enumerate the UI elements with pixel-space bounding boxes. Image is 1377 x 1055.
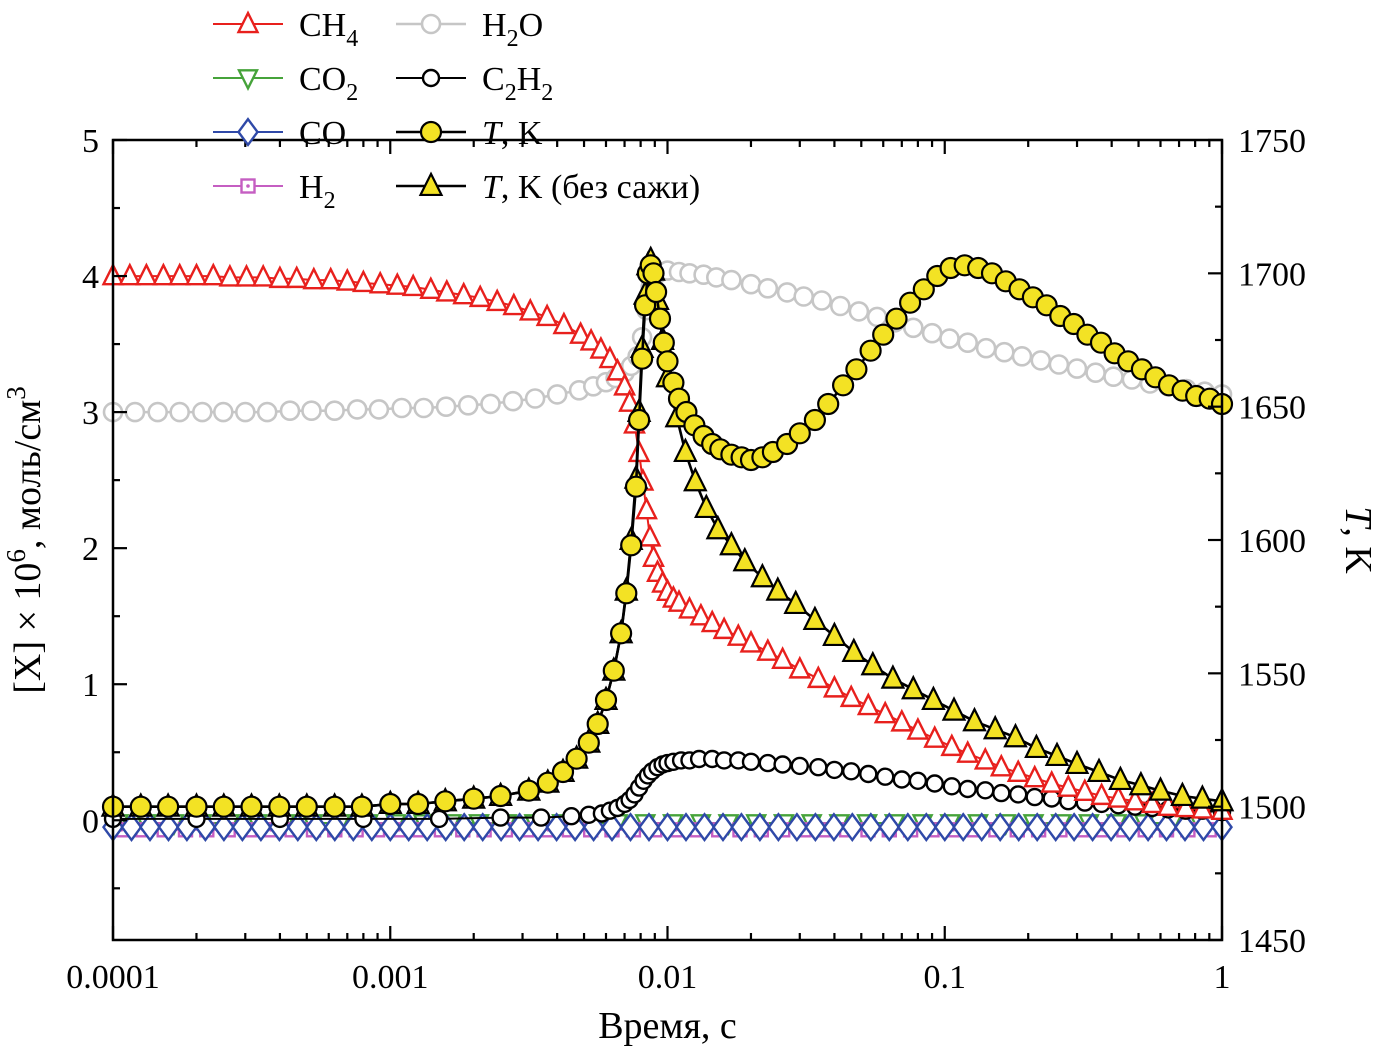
legend-label-h2: H2: [299, 169, 336, 214]
legend-label-c2h2: C2H2: [482, 61, 553, 106]
legend-item-h2: H2: [213, 169, 336, 214]
legend-label-h2o: H2O: [482, 7, 543, 52]
y-left-tick-label: 0: [82, 803, 99, 840]
series-t1: [101, 254, 1234, 818]
legend-item-ch4: CH4: [213, 7, 358, 52]
plot-area: [100, 245, 1235, 842]
y-left-axis-label: [X] × 106, моль/см3: [1, 386, 49, 694]
y-right-tick-label: 1700: [1238, 256, 1306, 293]
legend-item-c2h2: C2H2: [396, 61, 553, 106]
x-axis-label: Время, с: [598, 1005, 737, 1047]
y-right-tick-label: 1500: [1238, 790, 1306, 827]
x-tick-label: 1: [1214, 959, 1231, 996]
legend-item-t2: T, K (без сажи): [396, 169, 700, 206]
legend-label-t1: T, K: [482, 115, 543, 152]
y-right-axis-label: T, K: [1337, 506, 1377, 574]
x-tick-label: 0.0001: [66, 959, 160, 996]
y-right-tick-label: 1450: [1238, 923, 1306, 960]
axes: 0.0001 0.001 0.01 0.1 1 0 1 2 3 4 5 1450 1500 1550 160…: [66, 123, 1306, 996]
legend: CH4 CO2 CO H2 H2O C2H2 T, K T, K (без сажи): [213, 7, 700, 214]
y-left-tick-label: 1: [82, 667, 99, 704]
series-ch4: [101, 262, 1234, 820]
legend-item-co2: CO2: [213, 61, 358, 106]
legend-label-co2: CO2: [299, 61, 358, 106]
legend-item-t1: T, K: [396, 115, 543, 152]
y-right-tick-label: 1600: [1238, 523, 1306, 560]
legend-label-ch4: CH4: [299, 7, 358, 52]
y-left-tick-label: 3: [82, 395, 99, 432]
y-right-tick-label: 1650: [1238, 390, 1306, 427]
legend-label-t2: T, K (без сажи): [482, 169, 700, 206]
legend-label-co: CO: [299, 115, 346, 152]
x-tick-label: 0.1: [924, 959, 967, 996]
x-tick-label: 0.001: [352, 959, 429, 996]
legend-item-h2o: H2O: [396, 7, 543, 52]
x-tick-label: 0.01: [638, 959, 698, 996]
y-left-tick-label: 4: [82, 259, 99, 296]
y-left-tick-label: 5: [82, 123, 99, 160]
legend-item-co: CO: [213, 115, 346, 152]
y-right-tick-label: 1550: [1238, 656, 1306, 693]
y-left-tick-label: 2: [82, 531, 99, 568]
y-right-tick-label: 1750: [1238, 123, 1306, 160]
